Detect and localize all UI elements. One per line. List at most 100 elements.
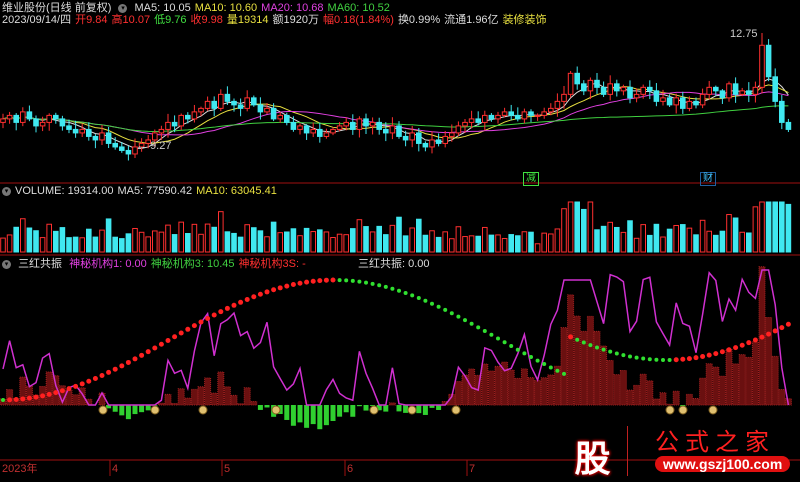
indicator-dot <box>437 305 441 309</box>
indicator-dot <box>549 365 553 369</box>
indicator-bar-red <box>739 355 745 405</box>
candle-body <box>417 133 422 144</box>
indicator-dot <box>720 349 725 354</box>
candle-body <box>535 115 540 116</box>
indicator-dot <box>304 280 309 285</box>
volume-bar <box>661 237 666 252</box>
volume-bar <box>205 224 210 252</box>
indicator-dot <box>106 370 111 375</box>
indicator-dot <box>357 280 361 284</box>
marker-jian[interactable]: 减 <box>523 172 539 186</box>
candle-body <box>753 87 758 94</box>
indicator-bar-green <box>146 405 151 410</box>
indicator-dot <box>298 281 303 286</box>
indicator-dot <box>746 340 751 345</box>
volume-bar <box>667 229 672 252</box>
indicator-dot <box>152 345 157 350</box>
candle-body <box>271 108 276 119</box>
indicator-bar-green <box>265 405 270 407</box>
money-bag-icon <box>408 406 416 414</box>
candle-body <box>760 45 765 87</box>
indicator-dot <box>621 353 625 357</box>
candle-body <box>60 119 65 126</box>
candle-body <box>265 108 270 112</box>
indicator-dot <box>700 354 705 359</box>
indicator-dot <box>27 396 32 401</box>
logo-url: www.gszj100.com <box>655 456 790 472</box>
candle-body <box>661 98 666 102</box>
indicator-bar-green <box>331 405 336 421</box>
indicator-bar-red <box>640 374 646 405</box>
volume-bar <box>502 239 507 252</box>
volume-bar <box>232 233 237 252</box>
indicator-bar-red <box>700 378 706 405</box>
candle-body <box>733 84 738 95</box>
candle-body <box>238 105 243 109</box>
indicator-dot <box>707 353 712 358</box>
indicator-dot <box>67 386 72 391</box>
indicator-bar-green <box>126 405 131 419</box>
indicator-bar-red <box>706 364 712 405</box>
indicator-bar-red <box>211 393 217 405</box>
volume-bar <box>159 232 164 252</box>
volume-bar <box>568 202 573 252</box>
indicator-dot <box>126 360 131 365</box>
ma10-line <box>3 85 788 144</box>
volume-bar <box>740 232 745 252</box>
candle-body <box>87 129 92 136</box>
candle-body <box>252 98 257 105</box>
volume-bar <box>516 236 521 252</box>
indicator-dot <box>179 331 184 336</box>
chevron-down-icon[interactable]: ▾ <box>2 187 11 196</box>
volume-bar <box>403 236 408 252</box>
candle-body <box>403 136 408 140</box>
indicator-bar-red <box>548 375 554 405</box>
marker-cai[interactable]: 财 <box>700 172 716 186</box>
candle-body <box>298 126 303 130</box>
candle-body <box>509 112 514 116</box>
candle-body <box>628 87 633 98</box>
volume-bar <box>291 229 296 252</box>
volume-bar <box>582 209 587 252</box>
volume-bar <box>304 228 309 252</box>
candle-body <box>555 101 560 108</box>
indicator-bar-red <box>218 372 224 405</box>
money-bag-icon <box>452 406 460 414</box>
volume-bar <box>654 224 659 252</box>
volume-bar <box>694 235 699 252</box>
indicator-dot <box>278 285 283 290</box>
indicator-dot <box>404 291 408 295</box>
indicator-bar-green <box>364 405 369 411</box>
indicator-dot <box>463 318 467 322</box>
date-label: 7 <box>469 463 475 475</box>
indicator-dot <box>265 289 270 294</box>
candle-body <box>120 147 125 151</box>
candle-body <box>700 94 705 105</box>
indicator-dot <box>680 357 685 362</box>
candle-body <box>304 126 309 133</box>
candle-body <box>621 87 626 91</box>
indicator-bar-green <box>139 405 144 412</box>
indicator-bar-red <box>733 364 739 405</box>
chevron-down-icon[interactable]: ▾ <box>2 260 11 269</box>
candle-body <box>516 115 521 119</box>
indicator-dot <box>113 367 118 372</box>
indicator-bar-red <box>535 381 541 405</box>
volume-bar <box>80 238 85 252</box>
candle-body <box>641 87 646 94</box>
candle-body <box>667 98 672 105</box>
indicator-bar-red <box>482 364 488 405</box>
volume-bar <box>21 219 26 252</box>
indicator-dot <box>443 308 447 312</box>
indicator-dot <box>470 322 474 326</box>
indicator-bar-red <box>238 404 244 405</box>
indicator-bar-red <box>99 393 105 405</box>
volume-bar <box>1 238 6 252</box>
candle-body <box>740 91 745 95</box>
indicator-dot <box>615 351 619 355</box>
indicator-dot <box>40 393 45 398</box>
indicator-bar-red <box>26 386 32 405</box>
money-bag-icon <box>272 406 280 414</box>
